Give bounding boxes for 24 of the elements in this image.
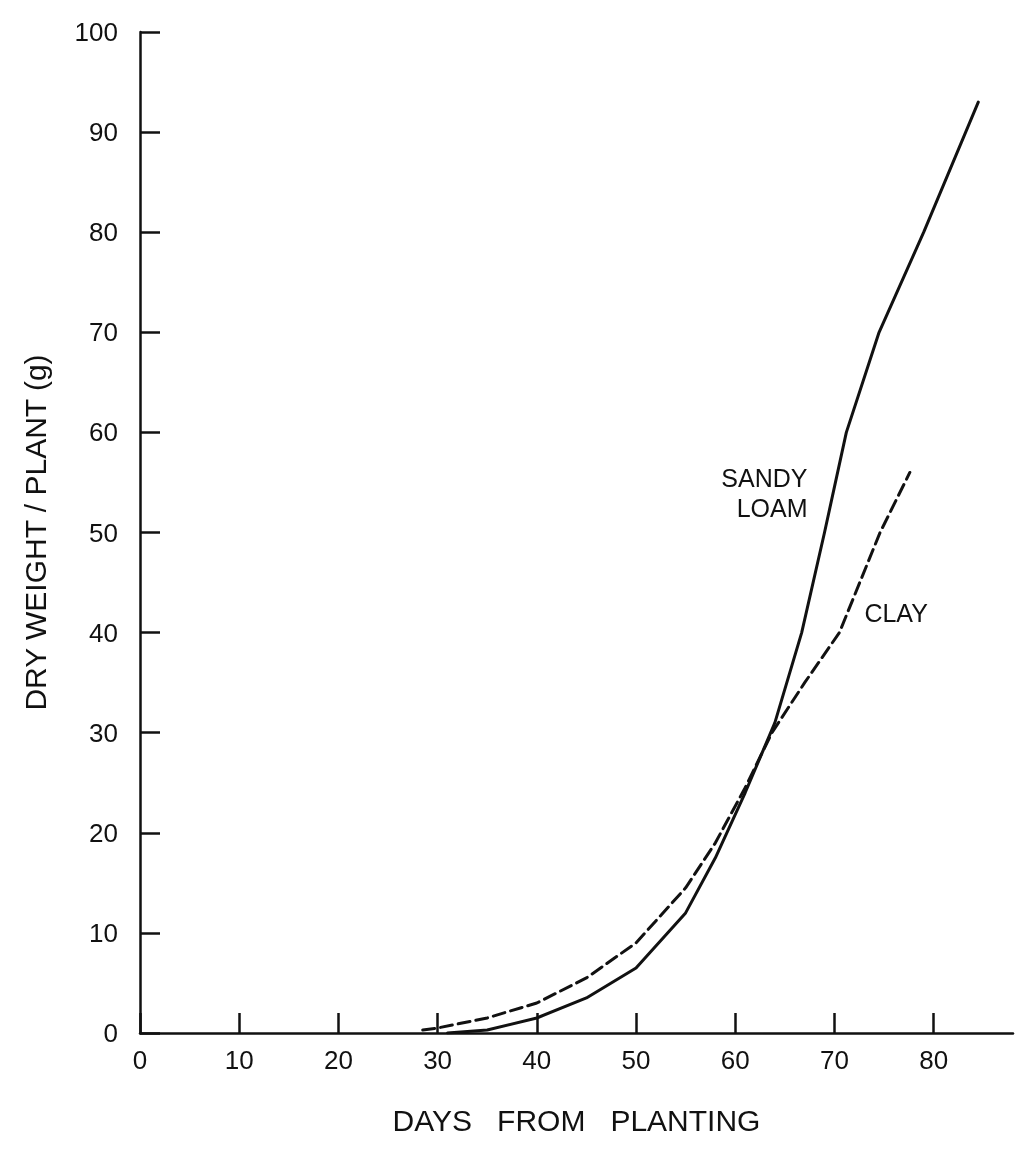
y-tick-label: 0 (103, 1018, 118, 1048)
series-label: SANDY LOAM (721, 463, 808, 522)
x-tick-label: 60 (720, 1045, 750, 1075)
x-tick-label: 0 (132, 1045, 148, 1075)
y-tick-label: 20 (89, 817, 118, 848)
y-tick-label: 100 (74, 17, 118, 47)
y-tick-label: 50 (89, 517, 118, 548)
y-tick-label: 30 (89, 717, 118, 748)
x-tick-label: 20 (323, 1045, 353, 1075)
y-tick-label: 70 (89, 317, 118, 348)
x-axis-title: DAYS FROM PLANTING (392, 1103, 761, 1137)
x-tick-label: 10 (224, 1045, 254, 1075)
y-tick-label: 80 (89, 217, 118, 248)
series-label: CLAY (864, 598, 929, 627)
y-axis-title: DRY WEIGHT / PLANT (g) (18, 354, 52, 711)
y-tick-label: 10 (89, 917, 118, 948)
x-tick-label: 40 (522, 1045, 552, 1075)
y-tick-label: 40 (89, 617, 118, 648)
y-tick-label: 60 (89, 417, 118, 448)
x-tick-label: 50 (621, 1045, 651, 1075)
x-tick-label: 80 (919, 1045, 949, 1075)
y-tick-label: 90 (89, 117, 118, 148)
x-tick-label: 30 (423, 1045, 453, 1075)
x-tick-label: 70 (819, 1045, 849, 1075)
